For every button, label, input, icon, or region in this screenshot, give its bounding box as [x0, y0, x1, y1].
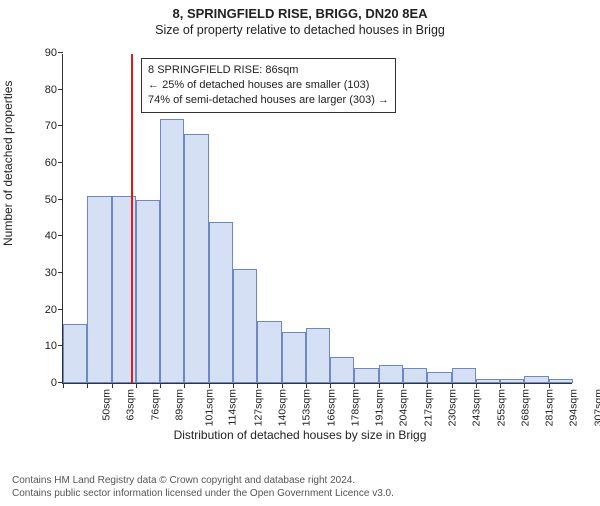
- histogram-bar: [306, 328, 330, 383]
- y-tick-label: 40: [45, 230, 57, 242]
- histogram-bar: [209, 222, 233, 383]
- chart-title-address: 8, SPRINGFIELD RISE, BRIGG, DN20 8EA: [0, 6, 600, 21]
- histogram-bar: [87, 196, 111, 383]
- histogram-bar: [257, 321, 281, 383]
- y-axis-label: Number of detached properties: [1, 81, 15, 246]
- y-tick-mark: [58, 89, 63, 90]
- histogram-bar: [354, 368, 378, 383]
- x-tick-mark: [233, 383, 234, 388]
- y-tick-label: 90: [45, 47, 57, 59]
- annotation-line: 74% of semi-detached houses are larger (…: [148, 93, 389, 108]
- y-tick-label: 0: [51, 377, 57, 389]
- x-tick-mark: [160, 383, 161, 388]
- x-tick-label: 294sqm: [568, 389, 580, 426]
- x-tick-label: 63sqm: [125, 389, 137, 421]
- x-tick-mark: [112, 383, 113, 388]
- x-tick-label: 140sqm: [276, 389, 288, 426]
- histogram-bar: [500, 379, 524, 383]
- x-tick-label: 204sqm: [398, 389, 410, 426]
- y-tick-mark: [58, 272, 63, 273]
- x-axis-label: Distribution of detached houses by size …: [0, 428, 600, 442]
- annotation-line: ← 25% of detached houses are smaller (10…: [148, 78, 389, 93]
- x-tick-label: 191sqm: [374, 389, 386, 426]
- x-tick-label: 114sqm: [227, 389, 239, 426]
- histogram-bar: [427, 372, 451, 383]
- y-tick-mark: [58, 52, 63, 53]
- x-tick-label: 307sqm: [592, 389, 600, 426]
- x-tick-mark: [136, 383, 137, 388]
- histogram-bar: [524, 376, 548, 383]
- y-tick-label: 30: [45, 267, 57, 279]
- x-tick-mark: [330, 383, 331, 388]
- x-tick-mark: [500, 383, 501, 388]
- x-tick-mark: [306, 383, 307, 388]
- y-tick-mark: [58, 199, 63, 200]
- histogram-bar: [136, 200, 160, 383]
- x-tick-mark: [354, 383, 355, 388]
- x-tick-mark: [476, 383, 477, 388]
- attribution-footer: Contains HM Land Registry data © Crown c…: [12, 475, 588, 500]
- histogram-bar: [233, 269, 257, 383]
- histogram-bar: [549, 379, 573, 383]
- y-tick-label: 60: [45, 157, 57, 169]
- x-tick-mark: [63, 383, 64, 388]
- x-tick-label: 50sqm: [101, 389, 113, 421]
- histogram-bar: [63, 324, 87, 383]
- x-tick-mark: [427, 383, 428, 388]
- x-tick-label: 76sqm: [149, 389, 161, 421]
- subject-annotation-box: 8 SPRINGFIELD RISE: 86sqm← 25% of detach…: [141, 58, 396, 113]
- x-tick-label: 281sqm: [544, 389, 556, 426]
- x-tick-mark: [87, 383, 88, 388]
- x-tick-label: 178sqm: [349, 389, 361, 426]
- y-tick-label: 20: [45, 304, 57, 316]
- x-tick-mark: [209, 383, 210, 388]
- y-tick-label: 50: [45, 194, 57, 206]
- histogram-bar: [160, 119, 184, 383]
- x-tick-mark: [549, 383, 550, 388]
- x-tick-mark: [524, 383, 525, 388]
- x-tick-mark: [379, 383, 380, 388]
- x-tick-label: 268sqm: [519, 389, 531, 426]
- annotation-line: 8 SPRINGFIELD RISE: 86sqm: [148, 63, 389, 78]
- histogram-bar: [476, 379, 500, 383]
- x-tick-mark: [403, 383, 404, 388]
- y-tick-mark: [58, 125, 63, 126]
- x-tick-label: 153sqm: [301, 389, 313, 426]
- x-tick-label: 243sqm: [471, 389, 483, 426]
- y-tick-label: 70: [45, 120, 57, 132]
- x-tick-label: 127sqm: [252, 389, 264, 426]
- histogram-bar: [379, 365, 403, 383]
- x-tick-label: 217sqm: [422, 389, 434, 426]
- chart-container: Number of detached properties 0102030405…: [0, 46, 600, 446]
- x-tick-label: 89sqm: [173, 389, 185, 421]
- histogram-bar: [282, 332, 306, 383]
- footer-line-1: Contains HM Land Registry data © Crown c…: [12, 475, 588, 488]
- x-tick-label: 166sqm: [325, 389, 337, 426]
- y-tick-mark: [58, 309, 63, 310]
- y-tick-mark: [58, 162, 63, 163]
- y-tick-label: 80: [45, 84, 57, 96]
- histogram-bar: [452, 368, 476, 383]
- x-tick-label: 255sqm: [495, 389, 507, 426]
- histogram-bar: [184, 134, 208, 383]
- x-tick-mark: [282, 383, 283, 388]
- plot-area: 010203040506070809050sqm63sqm76sqm89sqm1…: [62, 54, 572, 384]
- x-tick-mark: [452, 383, 453, 388]
- chart-title-desc: Size of property relative to detached ho…: [0, 23, 600, 37]
- y-tick-label: 10: [45, 340, 57, 352]
- histogram-bar: [330, 357, 354, 383]
- x-tick-mark: [257, 383, 258, 388]
- x-tick-label: 101sqm: [204, 389, 216, 426]
- histogram-bar: [403, 368, 427, 383]
- x-tick-mark: [184, 383, 185, 388]
- y-tick-mark: [58, 235, 63, 236]
- x-tick-label: 230sqm: [446, 389, 458, 426]
- footer-line-2: Contains public sector information licen…: [12, 488, 588, 501]
- subject-size-reference-line: [131, 54, 133, 383]
